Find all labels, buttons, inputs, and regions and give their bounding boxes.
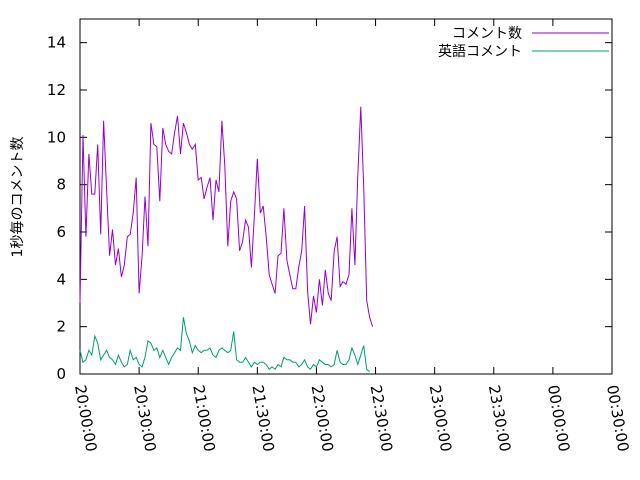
x-tick-label: 22:30:00 [367, 384, 396, 453]
y-tick-label: 0 [56, 365, 66, 383]
series-line-1 [79, 106, 374, 327]
x-tick-label: 20:30:00 [130, 384, 159, 453]
plot-frame [79, 18, 613, 375]
x-tick-label: 00:30:00 [603, 384, 632, 453]
y-tick-label: 2 [56, 318, 66, 336]
y-tick-label: 12 [47, 81, 66, 99]
legend-label-2: 英語コメント [438, 43, 522, 60]
x-tick-label: 22:00:00 [308, 384, 337, 453]
y-axis: 0 2 4 6 8 10 12 14 [47, 34, 612, 383]
x-tick-label: 23:00:00 [426, 384, 455, 453]
x-tick-label: 21:30:00 [248, 384, 277, 453]
y-axis-title: 1秒毎のコメント数 [10, 137, 26, 258]
y-tick-label: 14 [47, 34, 66, 52]
legend-label-1: コメント数 [452, 26, 522, 42]
series-layer [79, 106, 374, 372]
y-tick-label: 4 [56, 270, 66, 288]
y-tick-label: 8 [56, 176, 66, 194]
x-axis: 20:00:00 20:30:00 21:00:00 21:30:00 22:00:00… [71, 19, 632, 453]
y-tick-label: 10 [47, 128, 66, 146]
x-tick-label: 00:00:00 [544, 384, 573, 453]
x-tick-label: 23:30:00 [485, 384, 514, 453]
y-tick-label: 6 [56, 223, 66, 241]
x-tick-label: 21:00:00 [189, 384, 218, 453]
series-line-2 [79, 317, 370, 372]
x-tick-label: 20:00:00 [71, 384, 100, 453]
